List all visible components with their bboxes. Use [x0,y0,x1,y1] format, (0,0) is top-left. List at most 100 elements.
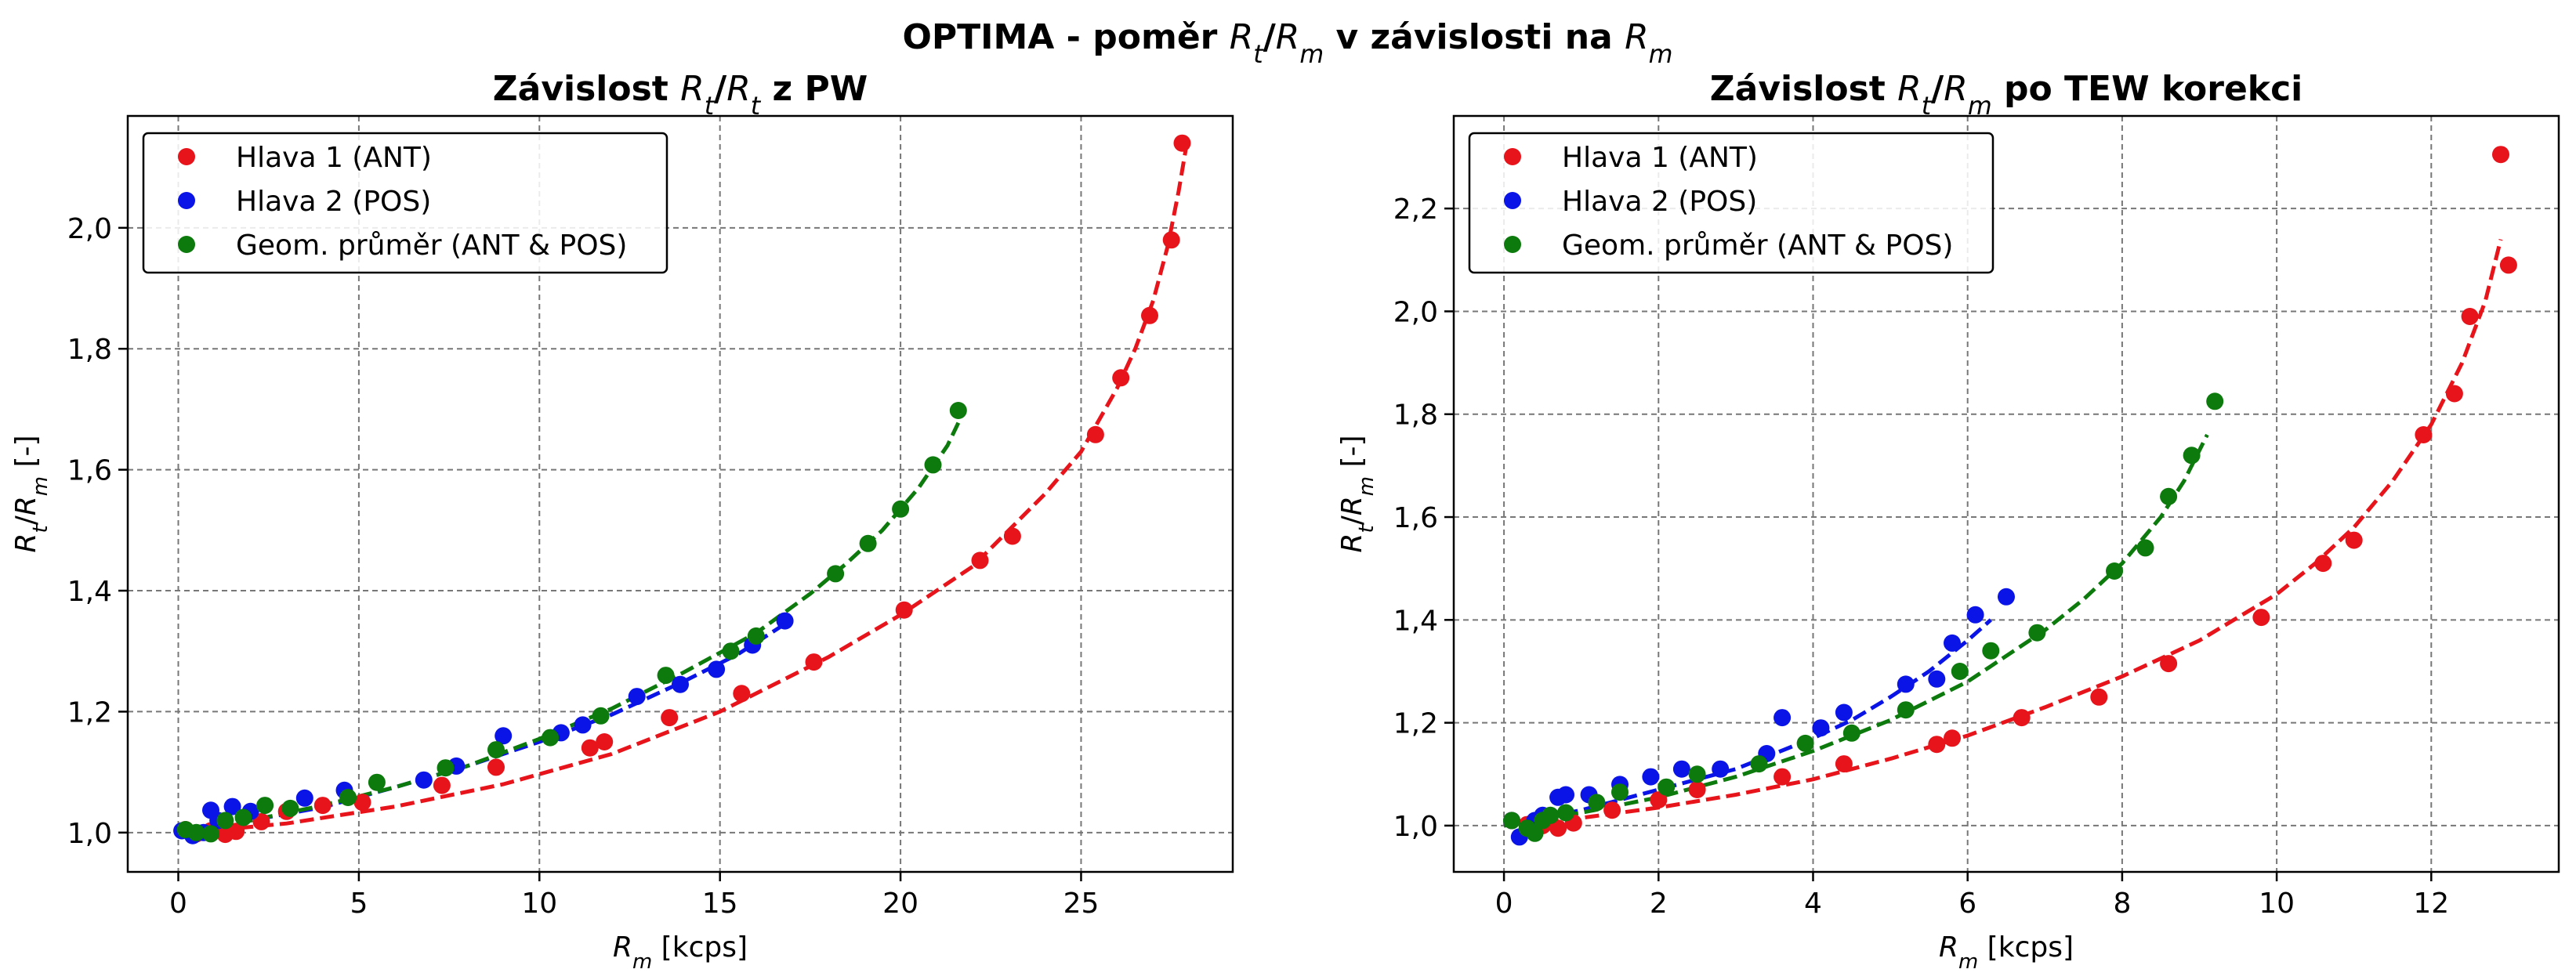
data-point-geom [2106,562,2123,580]
data-point-ant [596,733,614,750]
data-point-geom [1688,765,1706,783]
data-point-geom [1951,663,1969,680]
data-point-geom [368,773,386,791]
fit-curve-geom [1503,433,2209,828]
data-point-ant [1928,736,1946,754]
data-point-ant [2492,146,2509,164]
data-point-geom [592,707,610,725]
data-point-ant [1603,801,1621,819]
x-tick-label: 12 [2413,888,2449,920]
axes-frame [126,114,1234,873]
data-point-ant [2415,426,2433,443]
x-tick-label: 10 [521,888,557,920]
data-point-pos [672,675,689,693]
figure-suptitle: OPTIMA - poměr Rt/Rm v závislosti na Rm [902,17,1672,69]
data-point-ant [1173,134,1191,152]
data-point-ant [2090,688,2108,706]
data-point-ant [2013,709,2031,727]
data-point-geom [187,823,205,841]
data-point-pos [708,660,726,678]
legend-marker-pos [178,192,195,209]
chart-title: Závislost Rt/Rm po TEW korekci [1710,69,2302,121]
y-tick-label: 1,8 [1393,400,1438,432]
data-point-pos [1966,606,1984,624]
legend-label-pos: Hlava 2 (POS) [236,186,431,218]
data-point-ant [2461,308,2479,325]
legend-marker-geom [178,236,195,253]
axes-frame [1452,114,2560,873]
data-point-geom [722,642,740,660]
data-point-geom [1658,778,1676,796]
data-point-ant [2314,555,2332,573]
data-point-ant [1835,755,1853,773]
data-point-pos [1557,786,1574,804]
data-point-ant [2445,385,2463,403]
data-point-geom [256,797,274,815]
data-point-ant [2252,609,2270,627]
data-point-ant [1141,306,1158,324]
x-tick-label: 0 [1495,888,1513,920]
data-point-geom [924,456,942,474]
data-point-pos [574,716,592,734]
data-point-geom [2028,624,2046,642]
data-point-ant [353,794,371,812]
data-point-pos [1928,670,1946,688]
fit-curve-ant [178,149,1188,836]
data-point-pos [1812,719,1830,737]
x-tick-label: 0 [169,888,187,920]
data-point-pos [1944,634,1961,652]
x-axis-label: Rm [kcps] [1939,931,2074,974]
data-point-pos [1835,703,1853,721]
data-point-pos [1998,588,2015,606]
data-point-geom [216,812,234,830]
data-point-geom [1982,642,2000,660]
data-point-geom [1750,755,1768,773]
data-point-ant [1086,425,1104,443]
data-point-geom [1588,794,1606,812]
data-point-geom [892,500,910,518]
data-point-pos [1642,768,1660,786]
data-point-ant [2499,256,2517,274]
y-tick-label: 2,0 [1393,296,1438,328]
data-point-geom [747,627,765,645]
legend-box [142,132,668,274]
x-tick-label: 10 [2259,888,2295,920]
data-point-pos [776,612,794,630]
data-point-ant [1688,781,1706,798]
data-point-geom [1897,701,1915,719]
x-tick-label: 6 [1958,888,1976,920]
data-point-geom [1611,783,1629,801]
legend-label-geom: Geom. průměr (ANT & POS) [1562,230,1953,262]
y-tick-label: 1,0 [1393,811,1438,843]
data-point-ant [1112,369,1130,387]
data-point-geom [2206,392,2224,410]
legend-marker-ant [1504,148,1521,165]
data-point-pos [1712,760,1730,778]
data-point-geom [542,729,560,747]
data-point-geom [657,667,675,685]
y-tick-label: 2,2 [1393,193,1438,226]
data-point-ant [227,823,245,841]
series-geom [1503,392,2224,842]
data-point-ant [971,551,989,570]
data-point-pos [1672,760,1690,778]
data-point-ant [2345,531,2363,549]
data-point-geom [1796,734,1814,752]
data-point-geom [827,565,845,583]
data-point-pos [415,771,433,789]
data-point-pos [1897,675,1915,693]
chart-title: Závislost Rt/Rt z PW [493,69,868,121]
data-point-ant [805,653,823,671]
data-point-ant [895,601,913,619]
data-point-pos [295,789,313,807]
data-point-geom [1542,806,1560,824]
legend-marker-pos [1504,192,1521,209]
data-point-geom [2160,487,2178,505]
legend-label-ant: Hlava 1 (ANT) [1562,142,1758,174]
x-tick-label: 5 [350,888,368,920]
fit-curve-pos [1503,618,1992,828]
data-point-geom [1503,812,1520,830]
data-point-pos [223,797,241,815]
x-tick-label: 20 [882,888,918,920]
